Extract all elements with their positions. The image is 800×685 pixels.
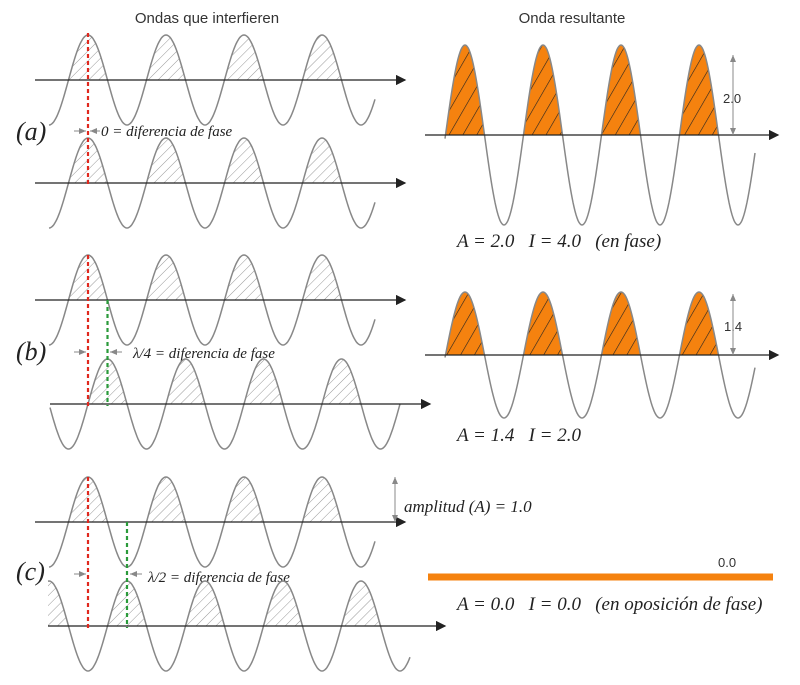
- amplitude-note: amplitud (A) = 1.0: [404, 497, 532, 516]
- wave-fill: [49, 35, 375, 80]
- wave-fill: [445, 45, 755, 135]
- wave: [444, 44, 756, 226]
- wave: [48, 254, 376, 346]
- wave-fill: [445, 292, 755, 355]
- panel-label: (b): [16, 337, 46, 366]
- left-title: Ondas que interfieren: [135, 10, 279, 27]
- result-text: A = 0.0 I = 0.0 (en oposición de fase): [455, 594, 763, 615]
- panel-label: (a): [16, 117, 46, 146]
- wave-fill: [50, 359, 400, 404]
- wave: [48, 137, 376, 229]
- result-text: A = 2.0 I = 4.0 (en fase): [455, 231, 661, 252]
- wave-fill: [49, 477, 375, 522]
- wave: [48, 34, 376, 126]
- wave: [47, 580, 411, 672]
- result-text: A = 1.4 I = 2.0: [455, 425, 581, 446]
- wave-fill: [48, 581, 410, 626]
- wave: [444, 291, 756, 419]
- wave: [48, 476, 376, 568]
- panel-label: (c): [16, 557, 45, 586]
- right-title: Onda resultante: [519, 10, 626, 27]
- phase-text: λ/4 = diferencia de fase: [132, 346, 275, 362]
- wave-fill: [49, 255, 375, 300]
- amplitude-label: 0.0: [718, 555, 736, 570]
- amplitude-label: 2.0: [723, 91, 741, 106]
- wave-fill: [49, 138, 375, 183]
- phase-text: 0 = diferencia de fase: [101, 124, 233, 140]
- phase-text: λ/2 = diferencia de fase: [147, 570, 290, 586]
